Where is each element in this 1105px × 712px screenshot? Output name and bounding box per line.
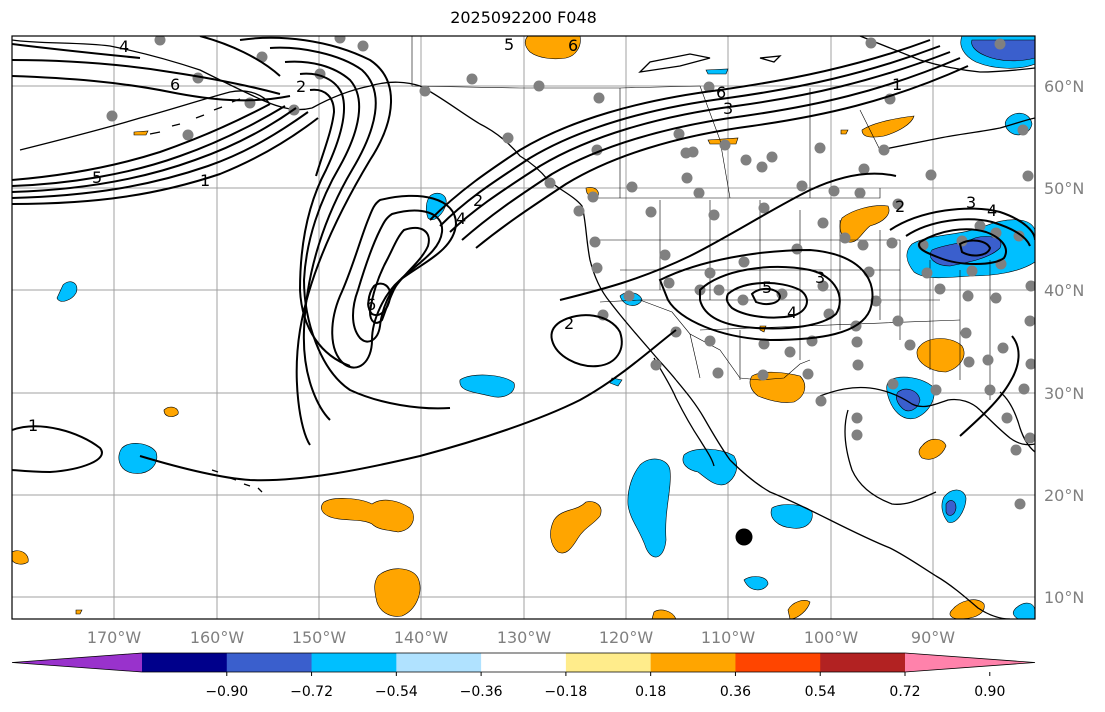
lat-label: 40°N [1044, 281, 1084, 300]
lat-label: 30°N [1044, 384, 1084, 403]
lon-label: 90°W [911, 628, 955, 647]
contour-label: 5 [762, 278, 772, 297]
colorbar-segment [820, 653, 906, 672]
contour-label: 3 [815, 268, 825, 287]
contour-label: 3 [966, 193, 976, 212]
lon-label: 170°W [87, 628, 142, 647]
colorbar-tick-label: 0.54 [805, 684, 836, 700]
contour-label: 4 [456, 209, 466, 228]
map-frame [11, 35, 1036, 620]
colorbar-segment [396, 653, 482, 672]
colorbar-extend-low [12, 653, 142, 672]
colorbar [11, 652, 1036, 673]
colorbar-segment [735, 653, 821, 672]
contour-label: 3 [723, 99, 733, 118]
contour-label: 4 [987, 201, 997, 220]
colorbar-tick-label: −0.36 [460, 684, 503, 700]
colorbar-tick-label: 0.72 [889, 684, 920, 700]
contour-label: 5 [92, 168, 102, 187]
gridlines [12, 36, 1035, 619]
contour-labels: 4 6 2 5 1 1 6 4 2 2 5 6 6 3 1 5 3 4 2 3 … [28, 35, 997, 435]
colorbar-segment [311, 653, 397, 672]
lon-label: 100°W [804, 628, 859, 647]
colorbar-segment [142, 653, 228, 672]
station-dots [106, 36, 1035, 510]
contour-label: 1 [28, 416, 38, 435]
contour-label: 6 [170, 75, 180, 94]
colorbar-segment [650, 653, 736, 672]
lat-label: 20°N [1044, 486, 1084, 505]
contour-label: 1 [892, 75, 902, 94]
colorbar-tick-label: −0.18 [544, 684, 587, 700]
lat-label: 50°N [1044, 179, 1084, 198]
colorbar-tick-label: −0.72 [290, 684, 333, 700]
coastlines [12, 36, 1035, 619]
colorbar-labels: −0.90 −0.72 −0.54 −0.36 −0.18 0.18 0.36 0.54 0.7… [205, 672, 1005, 700]
map-title: 2025092200 F048 [450, 8, 597, 27]
latitude-labels: 60°N 50°N 40°N 30°N 20°N 10°N [1044, 77, 1084, 607]
colorbar-tick-label: −0.54 [375, 684, 418, 700]
contour-label: 6 [366, 295, 376, 314]
colorbar-segment [565, 653, 652, 672]
colorbar-tick-label: 0.36 [720, 684, 751, 700]
colorbar-extend-high [905, 653, 1035, 672]
lon-label: 140°W [394, 628, 449, 647]
contour-label: 6 [568, 36, 578, 55]
colorbar-tick-label: −0.90 [205, 684, 248, 700]
contour-label: 2 [473, 191, 483, 210]
colorbar-tick-label: 0.18 [635, 684, 666, 700]
colorbar-tick-label: 0.90 [974, 684, 1005, 700]
borders [411, 36, 991, 400]
lat-label: 10°N [1044, 588, 1084, 607]
lon-label: 120°W [599, 628, 654, 647]
contour-label: 6 [716, 83, 726, 102]
storm-marker [735, 528, 753, 546]
longitude-labels: 170°W 160°W 150°W 140°W 130°W 120°W 110°… [87, 628, 955, 647]
lon-label: 150°W [292, 628, 347, 647]
contour-label: 4 [787, 303, 797, 322]
contour-lines [12, 36, 1035, 482]
contour-label: 4 [119, 37, 129, 56]
colorbar-segment [226, 653, 313, 672]
lat-label: 60°N [1044, 77, 1084, 96]
contour-label: 1 [200, 171, 210, 190]
contour-label: 2 [564, 314, 574, 333]
colorbar-segment [481, 653, 567, 672]
contour-label: 2 [296, 77, 306, 96]
contour-label: 2 [895, 197, 905, 216]
contour-label: 5 [504, 35, 514, 54]
lon-label: 160°W [190, 628, 245, 647]
colorbar-outline [11, 652, 1036, 673]
lon-label: 110°W [701, 628, 756, 647]
lon-label: 130°W [497, 628, 552, 647]
